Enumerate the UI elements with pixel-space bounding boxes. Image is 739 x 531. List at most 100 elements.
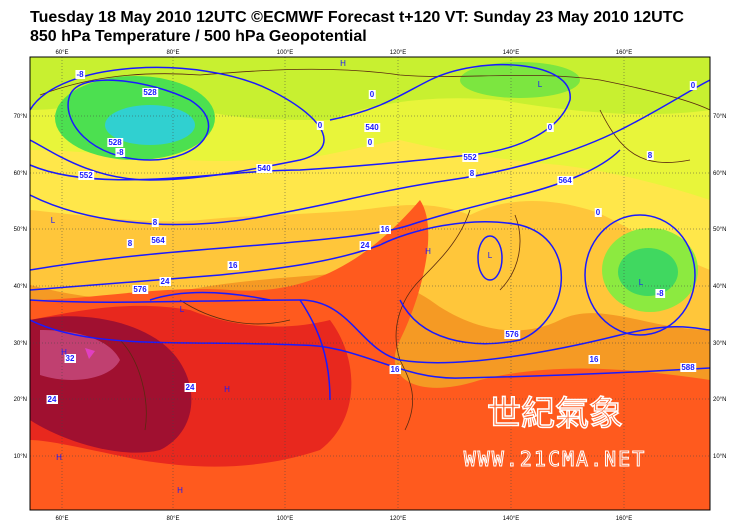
contour-label-bg bbox=[379, 225, 391, 234]
lon-label: 80°E bbox=[166, 50, 179, 56]
pressure-center: H bbox=[340, 59, 346, 68]
pressure-center: L bbox=[180, 305, 185, 314]
contour-label-bg bbox=[115, 148, 126, 157]
contour-label: 540 bbox=[257, 164, 271, 173]
watermark-url: WWW.21CMA.NET bbox=[464, 447, 647, 471]
contour-label-bg bbox=[151, 218, 159, 227]
watermark-title: 世紀氣象 bbox=[487, 394, 623, 434]
pressure-center: H bbox=[61, 348, 67, 357]
contour-label: 0 bbox=[596, 208, 601, 217]
contour-label-bg bbox=[557, 176, 574, 185]
lat-label: 50°N bbox=[713, 227, 726, 233]
lat-label: 20°N bbox=[713, 397, 726, 403]
lon-label: 100°E bbox=[277, 516, 293, 522]
lat-label: 60°N bbox=[713, 171, 726, 177]
pressure-center: H bbox=[425, 247, 431, 256]
contour-label: 0 bbox=[691, 81, 696, 90]
contour-label-bg bbox=[78, 171, 95, 180]
contour-label: 16 bbox=[590, 355, 599, 364]
contour-label-bg bbox=[646, 151, 654, 160]
map-frame bbox=[29, 56, 711, 511]
contour-label-bg bbox=[126, 239, 134, 248]
lat-label: 20°N bbox=[14, 397, 27, 403]
contour-label: 24 bbox=[186, 383, 195, 392]
lat-label: 40°N bbox=[14, 284, 27, 290]
contour-label: 16 bbox=[391, 365, 400, 374]
contour-label-bg bbox=[468, 169, 476, 178]
lat-label: 70°N bbox=[14, 114, 27, 120]
pressure-center: L bbox=[488, 251, 493, 260]
contour-label-bg bbox=[364, 123, 381, 132]
contour-label: 16 bbox=[229, 261, 238, 270]
contour-label-bg bbox=[227, 261, 239, 270]
lat-label: 30°N bbox=[713, 341, 726, 347]
contour-label-bg bbox=[462, 153, 479, 162]
contour-label-bg bbox=[588, 355, 600, 364]
lat-label: 70°N bbox=[713, 114, 726, 120]
contour-label-bg bbox=[359, 241, 371, 250]
contour-label: -8 bbox=[656, 289, 664, 298]
contour-label-bg bbox=[594, 208, 602, 217]
contour-label: 540 bbox=[365, 123, 379, 132]
contour-label: 8 bbox=[470, 169, 475, 178]
contour-label: 576 bbox=[505, 330, 519, 339]
lon-label: 160°E bbox=[616, 50, 632, 56]
contour-label-bg bbox=[159, 277, 171, 286]
contour-label: 24 bbox=[361, 241, 370, 250]
contour-label-bg bbox=[504, 330, 521, 339]
contour-label: 8 bbox=[128, 239, 133, 248]
contour-label: 8 bbox=[648, 151, 653, 160]
pressure-center: H bbox=[177, 486, 183, 495]
pressure-center: L bbox=[51, 216, 56, 225]
contour-label-bg bbox=[546, 123, 554, 132]
lon-label: 60°E bbox=[55, 50, 68, 56]
map-field bbox=[30, 57, 710, 510]
contour-label-bg bbox=[142, 88, 159, 97]
contour-label: 588 bbox=[681, 363, 695, 372]
contour-label-bg bbox=[46, 395, 58, 404]
lon-label: 120°E bbox=[390, 516, 406, 522]
contour-label-bg bbox=[655, 289, 666, 298]
contour-label-bg bbox=[184, 383, 196, 392]
lon-label: 140°E bbox=[503, 50, 519, 56]
contour-label: 552 bbox=[463, 153, 477, 162]
lat-label: 40°N bbox=[713, 284, 726, 290]
contour-label-bg bbox=[389, 365, 401, 374]
lat-label: 50°N bbox=[14, 227, 27, 233]
contour-label: 8 bbox=[153, 218, 158, 227]
contour-label-bg bbox=[132, 285, 149, 294]
subtitle: 850 hPa Temperature / 500 hPa Geopotenti… bbox=[30, 28, 367, 45]
pressure-center: H bbox=[56, 453, 62, 462]
contour-label: 564 bbox=[151, 236, 165, 245]
contour-label: 564 bbox=[558, 176, 572, 185]
contour-label-bg bbox=[689, 81, 697, 90]
contour-label-bg bbox=[64, 354, 76, 363]
contour-label: 16 bbox=[381, 225, 390, 234]
contour-label: 0 bbox=[548, 123, 553, 132]
lat-label: 10°N bbox=[713, 454, 726, 460]
contour-label: 552 bbox=[79, 171, 93, 180]
contour-label-bg bbox=[150, 236, 167, 245]
title: Tuesday 18 May 2010 12UTC ©ECMWF Forecas… bbox=[30, 9, 684, 26]
pressure-center: H bbox=[224, 385, 230, 394]
contour-label: 528 bbox=[143, 88, 157, 97]
lon-label: 120°E bbox=[390, 50, 406, 56]
contour-label-bg bbox=[680, 363, 697, 372]
contour-label: 24 bbox=[48, 395, 57, 404]
contour-label: -8 bbox=[76, 70, 84, 79]
contour-label-bg bbox=[107, 138, 124, 147]
lat-label: 60°N bbox=[14, 171, 27, 177]
contour-label-bg bbox=[366, 138, 374, 147]
pressure-center: L bbox=[538, 80, 543, 89]
contour-label: 576 bbox=[133, 285, 147, 294]
contour-label-bg bbox=[256, 164, 273, 173]
contour-label: 0 bbox=[370, 90, 375, 99]
contour-label-bg bbox=[316, 121, 324, 130]
contour-label-bg bbox=[368, 90, 376, 99]
lat-label: 10°N bbox=[14, 454, 27, 460]
contour-label: -8 bbox=[116, 148, 124, 157]
lon-label: 160°E bbox=[616, 516, 632, 522]
contour-label: 528 bbox=[108, 138, 122, 147]
lon-label: 140°E bbox=[503, 516, 519, 522]
